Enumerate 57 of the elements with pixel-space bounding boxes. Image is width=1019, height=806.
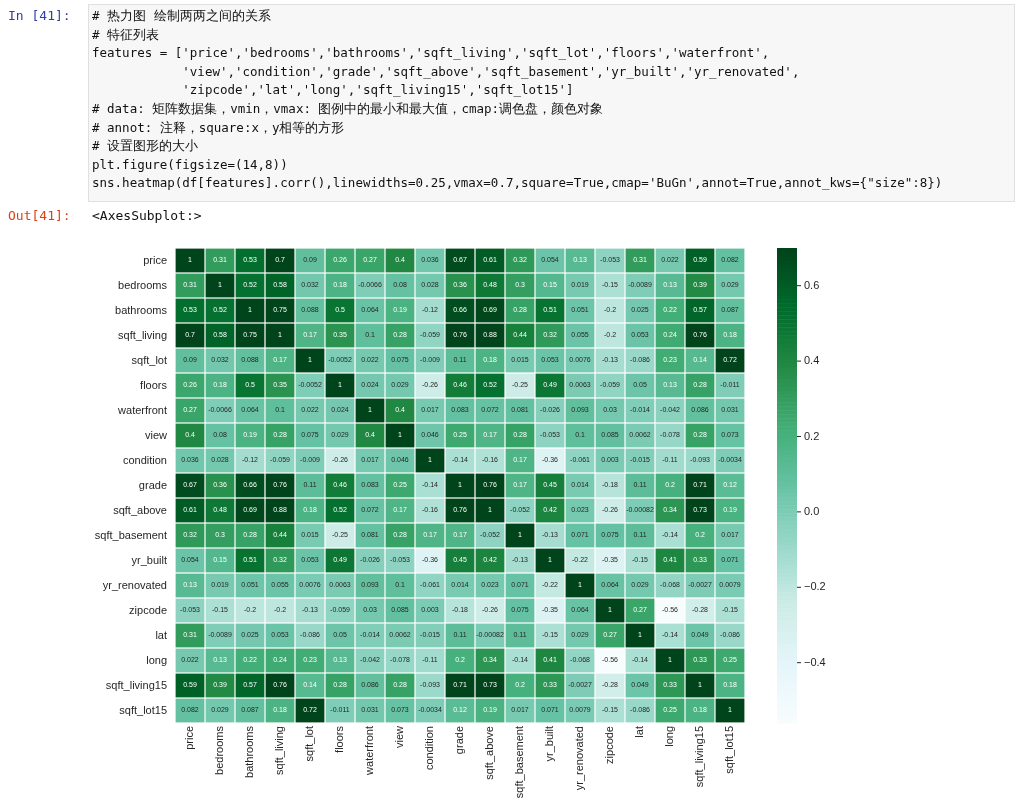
x-tick-label: waterfront: [363, 726, 376, 776]
y-tick-label: sqft_living: [118, 328, 167, 341]
color-bar-label: 0.4: [804, 354, 820, 367]
y-tick-label: floors: [140, 378, 168, 391]
text: Out[41]:: [8, 208, 71, 223]
x-tick-label: sqft_lot: [303, 726, 316, 762]
x-tick-label: condition: [423, 726, 436, 771]
text: sns.heatmap(df[features].corr(),linewidths=0.25,vmax=0.7,square=True,cmap='BuGn',annot=True,annot_kws={"size":8}): [92, 175, 943, 191]
color-bar-label: −0.2: [804, 580, 826, 593]
text: <AxesSubplot:>: [92, 208, 202, 223]
text: In [41]:: [8, 8, 71, 23]
y-tick-label: lat: [155, 628, 167, 641]
x-tick-label: sqft_basement: [513, 726, 526, 799]
text: # 设置图形的大小: [92, 138, 199, 156]
y-tick-label: long: [146, 653, 167, 666]
text: plt.figure(figsize=(14,8)): [92, 156, 288, 172]
y-tick-label: bedrooms: [118, 278, 168, 291]
x-tick-label: zipcode: [603, 726, 616, 764]
y-tick-label: sqft_above: [113, 503, 167, 516]
text: 'zipcode','lat','long','sqft_living15','sqft_lot15']: [181, 82, 574, 98]
color-bar-label: −0.4: [804, 655, 826, 668]
x-tick-label: lat: [633, 726, 646, 738]
y-tick-label: grade: [138, 478, 167, 491]
x-tick-label: bathrooms: [243, 725, 256, 778]
y-tick-label: view: [144, 428, 168, 441]
x-tick-label: sqft_living15: [693, 726, 706, 788]
color-bar-label: 0.0: [804, 504, 820, 517]
y-tick-label: sqft_basement: [94, 528, 167, 541]
text: # 特征列表: [92, 26, 160, 44]
x-tick-label: sqft_above: [483, 726, 496, 780]
x-tick-label: floors: [333, 725, 346, 753]
x-tick-label: grade: [453, 726, 466, 755]
color-bar-label: 0.2: [804, 429, 820, 442]
y-tick-label: sqft_lot: [131, 353, 167, 366]
y-tick-label: sqft_living15: [105, 678, 167, 691]
y-tick-label: yr_built: [131, 553, 167, 566]
x-tick-label: bedrooms: [213, 725, 226, 775]
text: 'view','condition','grade','sqft_above','sqft_basement','yr_built','yr_renovated',: [181, 63, 800, 79]
x-tick-label: price: [183, 726, 196, 750]
text: # 热力图 绘制两两之间的关系: [92, 8, 271, 25]
x-tick-label: yr_built: [543, 726, 556, 762]
x-tick-label: sqft_lot15: [723, 726, 736, 774]
x-tick-label: view: [393, 725, 406, 749]
y-tick-label: zipcode: [129, 603, 167, 616]
text: # annot: 注释，square:x，y相等的方形: [92, 119, 345, 137]
y-tick-label: sqft_lot15: [119, 703, 167, 716]
y-tick-label: condition: [122, 453, 167, 466]
text: # data: 矩阵数据集，vmin，vmax: 图例中的最小和最大值，cmap:调色盘，颜色对象: [92, 101, 604, 118]
x-tick-label: yr_renovated: [573, 726, 586, 791]
color-bar-label: 0.6: [804, 278, 820, 291]
y-tick-label: bathrooms: [115, 303, 168, 316]
x-tick-label: long: [663, 726, 676, 747]
x-tick-label: sqft_living: [273, 726, 286, 775]
y-tick-label: yr_renovated: [102, 578, 167, 591]
y-tick-label: waterfront: [117, 403, 167, 416]
y-tick-label: price: [143, 253, 167, 266]
text: features = ['price','bedrooms','bathrooms','sqft_living','sqft_lot','floors','waterfront',: [92, 45, 770, 61]
